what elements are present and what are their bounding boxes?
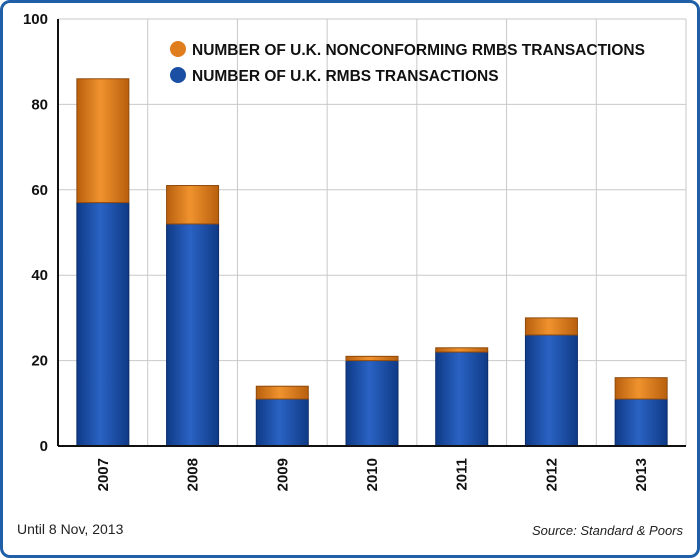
bar-nonconforming-2010 (345, 355, 399, 362)
bar-rmbs-2013 (614, 398, 668, 447)
bar-nonconforming-2012 (524, 317, 578, 336)
gridlines (58, 18, 687, 446)
y-tick-label: 60 (31, 182, 48, 199)
source-note: Source: Standard & Poors (531, 523, 683, 538)
y-tick-label: 0 (40, 438, 48, 455)
legend-marker (170, 67, 186, 83)
y-tick-label: 80 (31, 96, 48, 113)
legend-marker (170, 41, 186, 57)
x-tick-labels: 2007 2008 2009 2010 2011 2012 2013 (95, 458, 650, 491)
legend: NUMBER OF U.K. NONCONFORMING RMBS TRANSA… (170, 41, 645, 85)
legend-label: NUMBER OF U.K. RMBS TRANSACTIONS (192, 68, 499, 85)
x-tick-label-2008: 2008 (185, 458, 202, 491)
y-tick-label: 40 (31, 267, 48, 284)
y-tick-labels: 0 20 40 60 80 100 (23, 11, 48, 455)
bar-rmbs-2012 (524, 334, 578, 447)
x-tick-label-2013: 2013 (633, 458, 650, 491)
bar-nonconforming-2009 (255, 385, 309, 400)
bar-rmbs-2009 (255, 398, 309, 447)
stacked-bar-chart: 0 20 40 60 80 100 2007 2008 2009 2010 2011 2012 201… (23, 11, 687, 491)
bar-nonconforming-2013 (614, 377, 668, 400)
x-tick-label-2007: 2007 (95, 458, 112, 491)
y-tick-label: 100 (23, 11, 48, 28)
footnote: Until 8 Nov, 2013 (17, 521, 124, 537)
legend-label: NUMBER OF U.K. NONCONFORMING RMBS TRANSA… (192, 42, 645, 59)
x-tick-label-2012: 2012 (543, 458, 560, 491)
bar-nonconforming-2008 (166, 185, 220, 225)
y-tick-label: 20 (31, 353, 48, 370)
x-tick-label-2009: 2009 (274, 458, 291, 491)
bar-rmbs-2007 (76, 202, 130, 447)
bar-nonconforming-2011 (435, 347, 489, 353)
bars (76, 78, 668, 447)
axes (57, 19, 686, 447)
x-tick-label-2011: 2011 (454, 458, 471, 491)
bar-rmbs-2008 (166, 223, 220, 447)
bar-rmbs-2011 (435, 351, 489, 447)
bar-rmbs-2010 (345, 360, 399, 447)
x-tick-label-2010: 2010 (364, 458, 381, 491)
bar-nonconforming-2007 (76, 78, 130, 204)
